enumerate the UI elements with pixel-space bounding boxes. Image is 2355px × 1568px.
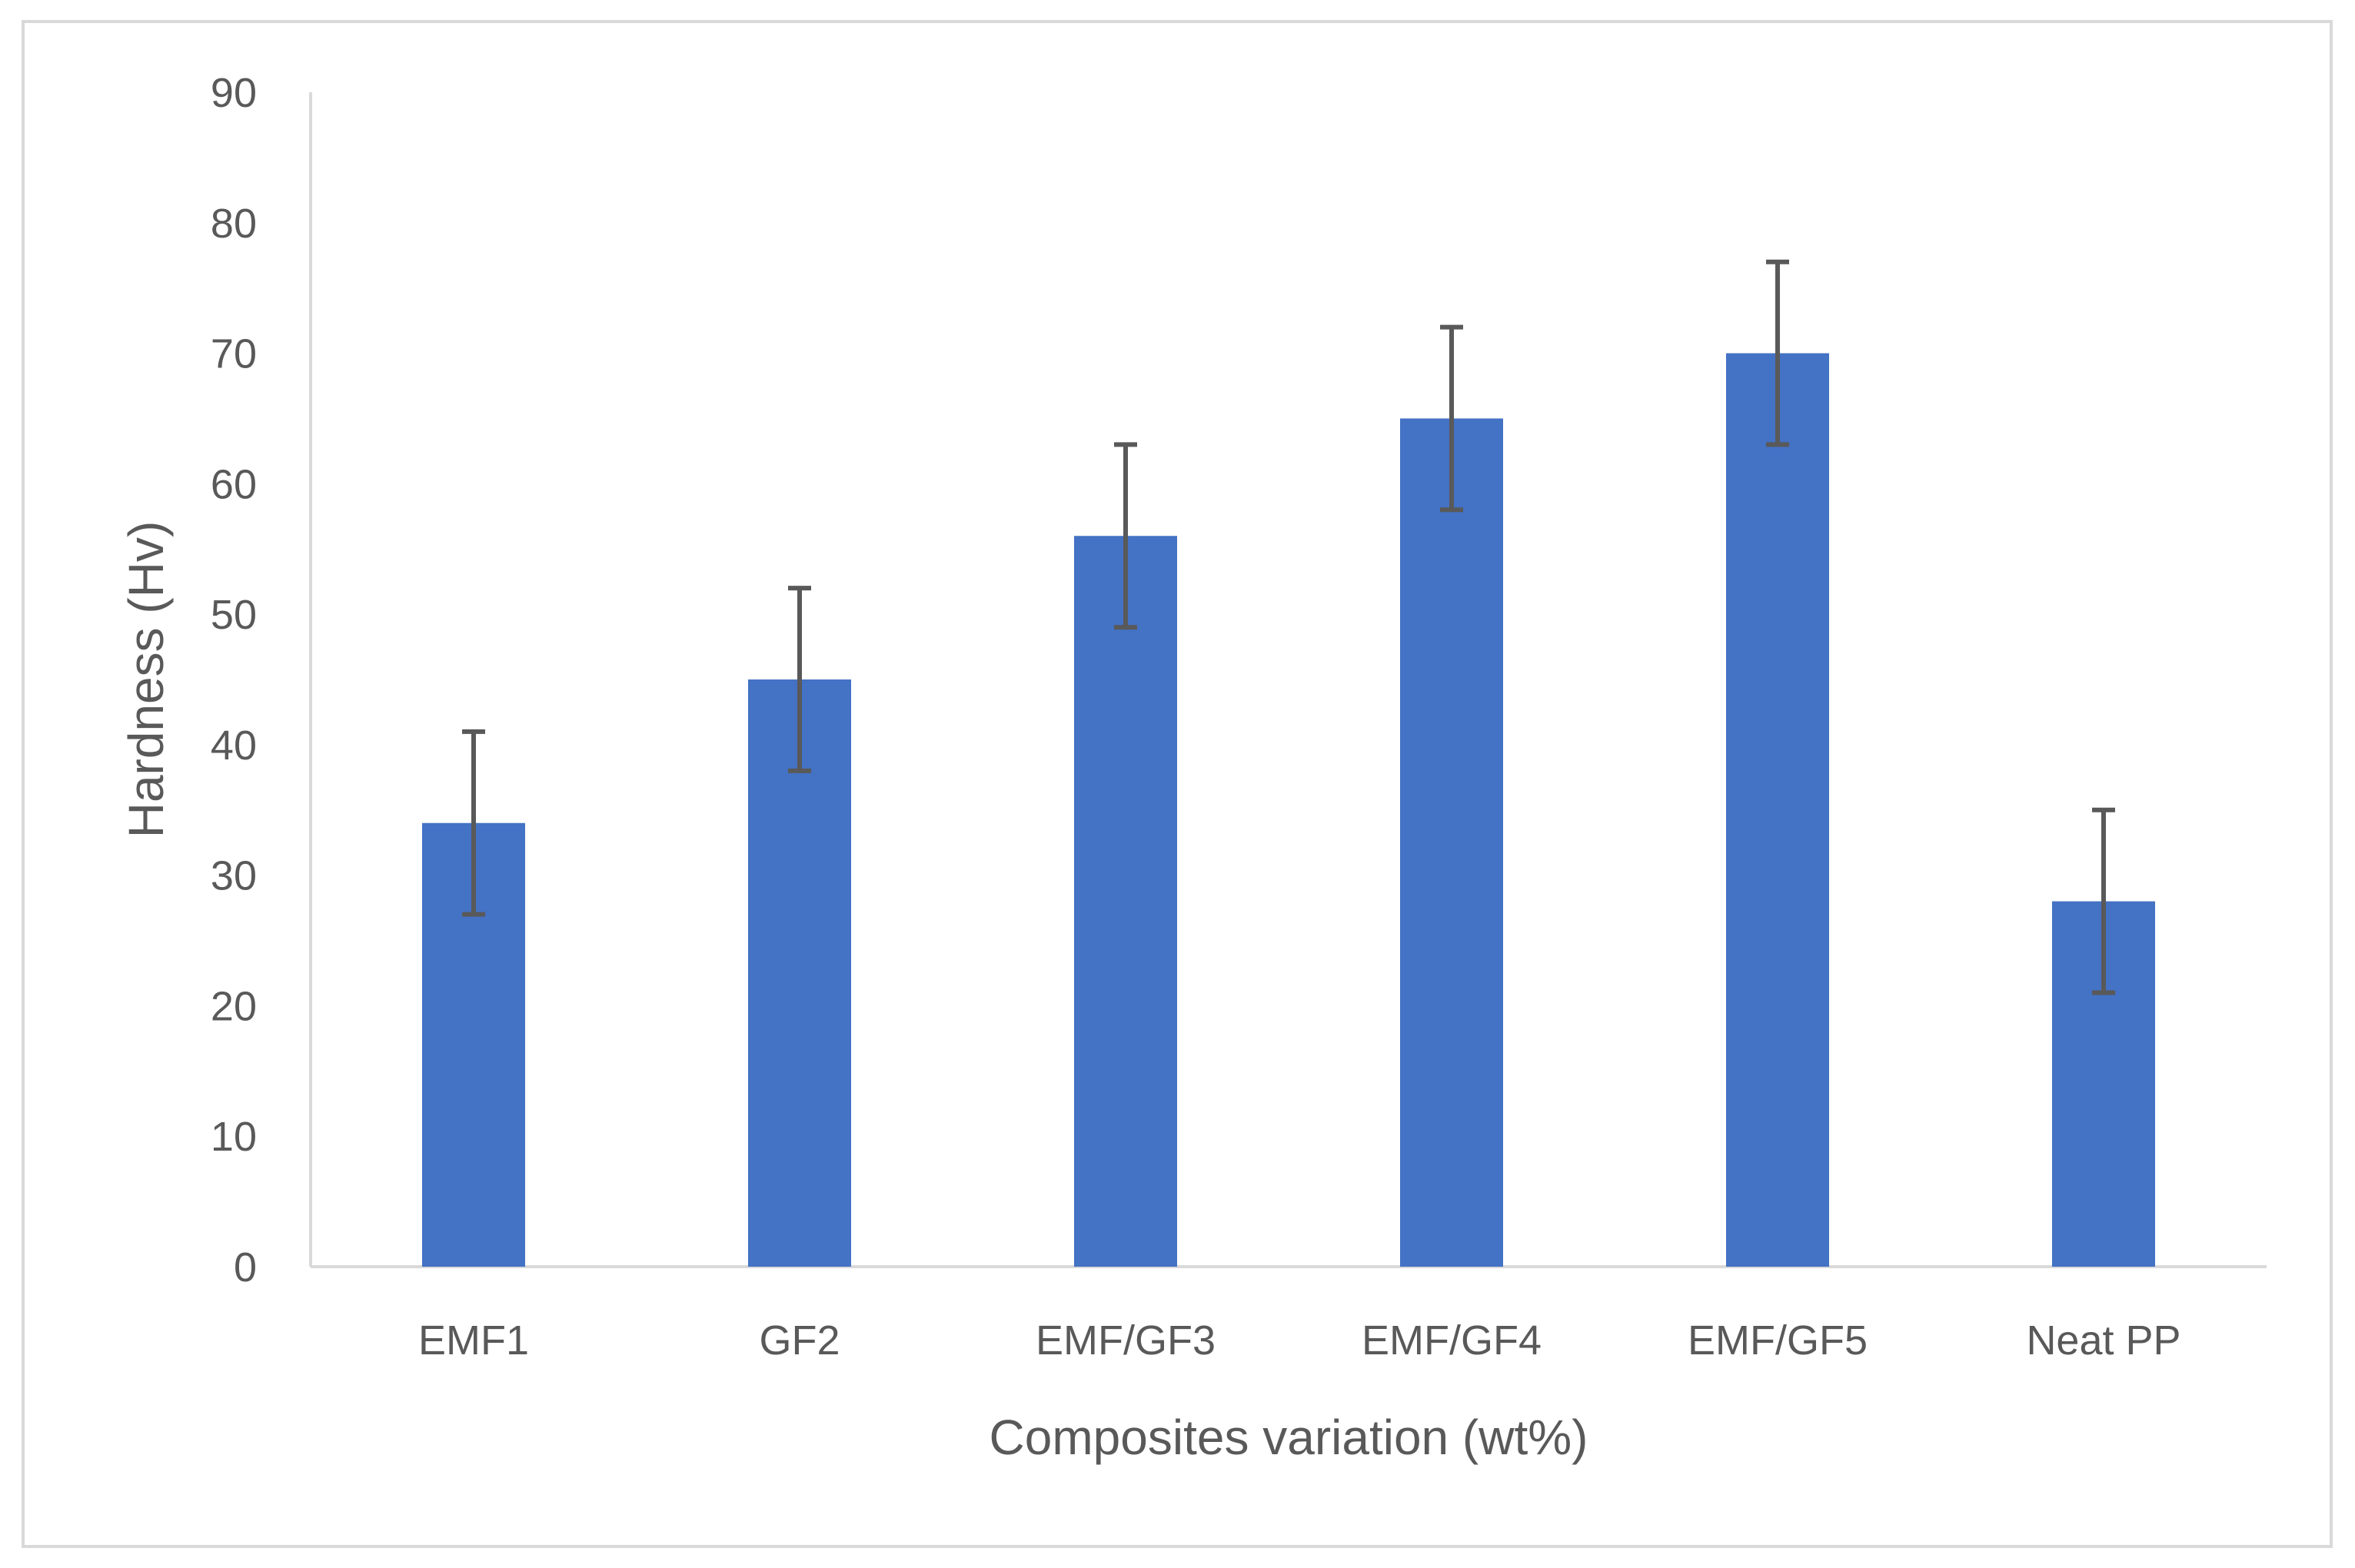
x-category-label: EMF/GF3 — [1036, 1317, 1216, 1364]
y-tick-label: 60 — [211, 461, 257, 507]
error-bar — [462, 729, 485, 917]
y-tick-label: 70 — [211, 331, 257, 377]
bar — [748, 679, 851, 1267]
x-category-label: Neat PP — [2026, 1317, 2180, 1364]
y-tick-labels: 0 10 20 30 40 50 60 70 80 90 — [211, 70, 257, 1291]
x-category-label: EMF/GF4 — [1362, 1317, 1542, 1364]
error-bar-group — [462, 259, 2115, 995]
x-category-label: EMF/GF5 — [1688, 1317, 1868, 1364]
y-tick-label: 0 — [234, 1244, 257, 1291]
x-category-labels: EMF1 GF2 EMF/GF3 EMF/GF4 EMF/GF5 Neat PP — [418, 1317, 2181, 1364]
y-tick-label: 30 — [211, 853, 257, 899]
y-tick-label: 40 — [211, 723, 257, 769]
error-bar — [1114, 442, 1137, 630]
bar — [1074, 536, 1177, 1267]
y-tick-label: 80 — [211, 201, 257, 247]
y-tick-label: 90 — [211, 70, 257, 116]
y-tick-label: 20 — [211, 983, 257, 1029]
bar — [1726, 353, 1829, 1267]
x-category-label: GF2 — [759, 1317, 840, 1364]
error-bar — [788, 586, 811, 773]
x-category-label: EMF1 — [418, 1317, 529, 1364]
error-bar — [1440, 324, 1463, 513]
error-bar — [1766, 259, 1789, 447]
y-axis-title: Hardness (Hv) — [118, 521, 174, 839]
error-bar — [2092, 807, 2115, 995]
bar-group — [422, 353, 2155, 1267]
y-tick-label: 10 — [211, 1114, 257, 1160]
x-axis-title: Composites variation (wt%) — [990, 1410, 1588, 1465]
y-tick-label: 50 — [211, 592, 257, 638]
bar — [1400, 418, 1503, 1267]
